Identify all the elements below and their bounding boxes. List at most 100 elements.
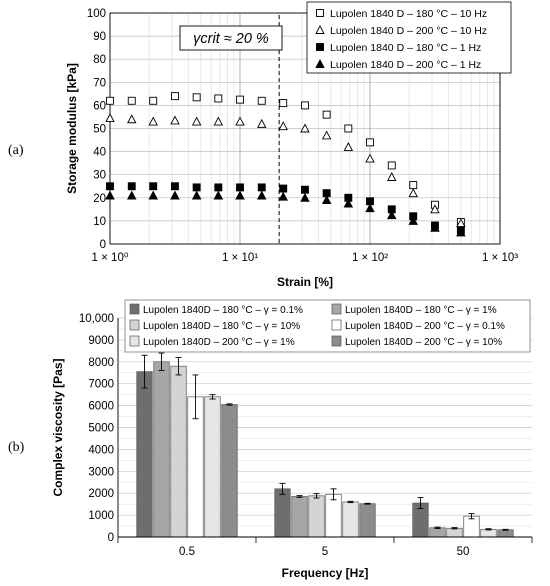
bar	[342, 501, 359, 538]
legend-entry: Lupolen 1840D – 200 °C – γ = 0.1%	[345, 321, 505, 332]
y-tick-label: 80	[93, 54, 106, 66]
y-tick-label: 100	[87, 8, 106, 20]
legend-entry: Lupolen 1840 D – 200 °C – 10 Hz	[330, 25, 487, 37]
data-point	[278, 121, 288, 131]
bar	[170, 365, 187, 538]
x-axis-label: Frequency [Hz]	[282, 566, 369, 580]
legend-entry: Lupolen 1840 D – 180 °C – 1 Hz	[330, 42, 481, 54]
data-point	[213, 190, 224, 200]
data-point	[127, 182, 136, 191]
plot-frame	[109, 12, 501, 245]
y-tick-label: 60	[93, 100, 106, 112]
legend-box	[306, 1, 512, 74]
y-tick-label: 2000	[88, 488, 114, 500]
legend-entry: Lupolen 1840D – 180 °C – γ = 0.1%	[143, 305, 303, 316]
critical-strain-annotation: γcrit ≈ 20 %	[193, 31, 269, 47]
legend-entry: Lupolen 1840 D – 180 °C – 10 Hz	[330, 8, 487, 20]
bar	[291, 496, 308, 538]
bar	[480, 528, 497, 538]
y-tick-label: 4000	[88, 444, 114, 456]
y-tick-label: 20	[93, 193, 106, 205]
data-point	[301, 185, 309, 194]
data-point	[279, 184, 288, 193]
data-point	[105, 113, 115, 123]
y-tick-label: 90	[93, 31, 106, 43]
x-tick-label: 0.5	[179, 546, 195, 558]
x-tick-label: 1 × 10⁰	[92, 252, 129, 264]
data-point	[257, 118, 267, 128]
y-tick-label: 6000	[88, 401, 114, 413]
data-point	[366, 138, 374, 147]
data-point	[456, 227, 466, 237]
y-tick-label: 0	[100, 239, 106, 251]
data-point	[149, 96, 158, 105]
data-point	[106, 182, 114, 191]
legend-swatch	[331, 319, 342, 331]
y-tick-label: 5000	[88, 423, 114, 435]
data-point	[127, 96, 136, 105]
legend-entry: Lupolen 1840D – 180 °C – γ = 1%	[345, 305, 497, 316]
legend-swatch	[331, 335, 342, 347]
y-tick-label: 8000	[88, 357, 114, 369]
y-tick-label: 30	[93, 170, 106, 182]
data-point	[257, 96, 266, 105]
data-point	[171, 92, 179, 101]
x-axis-label: Strain [%]	[277, 275, 333, 289]
bar	[429, 527, 446, 538]
data-point	[149, 182, 158, 191]
data-point	[170, 115, 180, 125]
data-point	[365, 153, 375, 163]
data-point	[301, 101, 309, 110]
y-tick-label: 70	[93, 77, 106, 89]
annotation-box	[179, 25, 283, 51]
bar	[325, 493, 342, 538]
storage-modulus-chart: 0 10 20 30 40 50 60 70 80 90 100 1 × 10⁰ 1 × 10¹ 1 × …	[65, 1, 518, 289]
data-point	[105, 190, 115, 200]
data-point	[213, 116, 224, 126]
data-point	[430, 222, 440, 232]
legend-box	[124, 299, 531, 353]
data-point	[300, 123, 310, 133]
data-point	[257, 190, 267, 200]
y-axis-label: Complex viscosity [Pas]	[51, 358, 65, 496]
data-point	[343, 142, 354, 151]
data-point	[236, 183, 244, 192]
y-axis-label: Storage modulus [kPa]	[65, 63, 79, 194]
data-point	[278, 191, 288, 201]
data-point	[191, 190, 202, 200]
x-tick-label: 5	[322, 546, 328, 558]
data-point	[171, 182, 179, 191]
bar	[136, 371, 153, 538]
legend-entry: Lupolen 1840D – 180 °C – γ = 10%	[143, 321, 300, 332]
data-point	[214, 94, 223, 103]
data-point	[387, 172, 397, 181]
data-point	[343, 198, 354, 208]
data-point	[127, 114, 137, 124]
data-point	[235, 190, 245, 200]
complex-viscosity-chart: 0 1000 2000 3000 4000 5000 6000 7000 8000 9000 10,…	[51, 299, 533, 580]
data-point	[409, 181, 418, 190]
data-point	[387, 210, 397, 220]
bar	[497, 529, 514, 538]
data-point	[408, 188, 418, 198]
data-point	[322, 110, 331, 119]
y-tick-label: 9000	[88, 335, 114, 347]
y-tick-label: 10,000	[79, 313, 114, 325]
x-tick-label: 1 × 10¹	[222, 252, 258, 264]
bar	[308, 495, 325, 538]
x-tick-label: 50	[457, 546, 470, 558]
y-tick-label: 0	[108, 532, 114, 544]
legend-swatch	[129, 303, 140, 315]
panel-label-a: (a)	[8, 143, 24, 158]
legend-marker	[316, 43, 324, 51]
bar	[153, 361, 170, 538]
data-point	[257, 183, 266, 192]
bar	[446, 527, 463, 538]
data-point	[279, 99, 288, 108]
legend-entry: Lupolen 1840 D – 200 °C – 1 Hz	[330, 59, 481, 71]
legend-swatch	[129, 335, 140, 347]
legend-swatch	[129, 319, 140, 331]
y-tick-label: 40	[93, 147, 106, 159]
data-point	[344, 124, 353, 133]
